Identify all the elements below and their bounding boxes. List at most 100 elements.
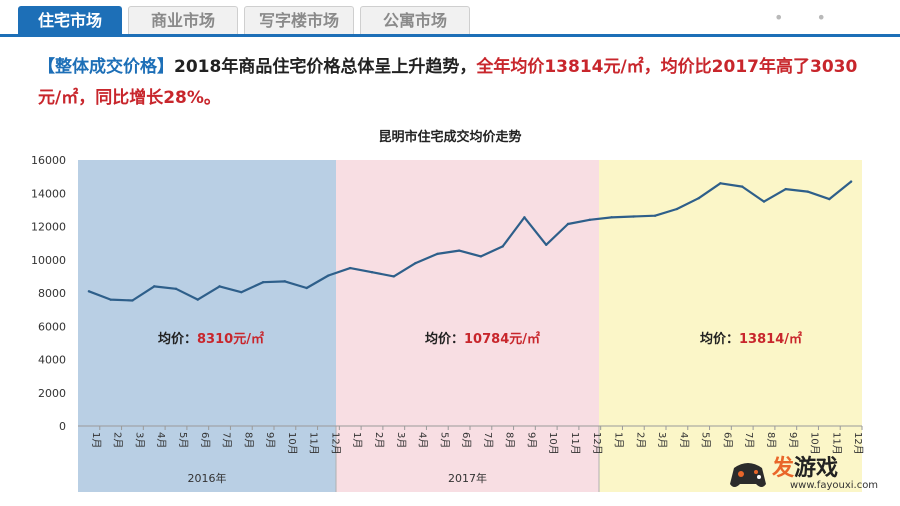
x-tick-label-30: 7月 bbox=[743, 432, 755, 448]
data-point-12 bbox=[349, 266, 352, 270]
data-point-19 bbox=[501, 245, 504, 248]
data-point-28 bbox=[697, 197, 700, 200]
x-tick-label-26: 3月 bbox=[656, 432, 668, 448]
tab-office[interactable]: 写字楼市场 bbox=[244, 6, 354, 34]
x-tick-label-7: 8月 bbox=[242, 432, 254, 448]
x-tick-label-18: 7月 bbox=[482, 432, 494, 448]
headline: 【整体成交价格】2018年商品住宅价格总体呈上升趋势，全年均价13814元/㎡，… bbox=[38, 52, 868, 114]
y-tick-label-8: 16000 bbox=[31, 154, 66, 167]
x-tick-label-0: 1月 bbox=[90, 432, 102, 448]
data-point-9 bbox=[283, 280, 287, 283]
x-tick-label-31: 8月 bbox=[765, 432, 777, 448]
x-tick-label-11: 12月 bbox=[329, 432, 341, 455]
watermark-url: www.fayouxi.com bbox=[790, 480, 879, 491]
x-tick-label-17: 6月 bbox=[460, 432, 472, 448]
tab-residential[interactable]: 住宅市场 bbox=[18, 6, 122, 34]
x-tick-label-2: 3月 bbox=[133, 432, 145, 448]
data-point-10 bbox=[305, 286, 308, 290]
chart-title: 昆明市住宅成交均价走势 bbox=[378, 130, 522, 145]
x-tick-label-21: 10月 bbox=[547, 432, 559, 455]
x-tick-label-32: 9月 bbox=[787, 432, 799, 448]
data-point-4 bbox=[174, 287, 178, 291]
average-annotation-1: 均价：10784元/㎡ bbox=[425, 331, 540, 347]
data-point-35 bbox=[849, 180, 853, 183]
x-tick-label-20: 9月 bbox=[525, 432, 537, 448]
data-point-3 bbox=[153, 285, 156, 288]
watermark-logo: 发游戏 bbox=[772, 450, 838, 482]
data-point-5 bbox=[196, 298, 199, 301]
year-label-0: 2016年 bbox=[188, 471, 227, 485]
x-tick-label-29: 6月 bbox=[721, 432, 733, 448]
data-point-11 bbox=[327, 274, 330, 277]
x-tick-label-24: 1月 bbox=[613, 432, 625, 448]
data-point-27 bbox=[675, 207, 679, 211]
y-tick-label-1: 2000 bbox=[38, 387, 66, 400]
data-point-6 bbox=[218, 285, 221, 288]
data-point-24 bbox=[610, 216, 613, 219]
x-tick-label-27: 4月 bbox=[678, 432, 690, 448]
average-annotation-0: 均价：8310元/㎡ bbox=[158, 331, 264, 347]
x-tick-label-12: 1月 bbox=[351, 432, 363, 448]
x-tick-label-35: 12月 bbox=[852, 432, 864, 455]
data-point-0 bbox=[87, 290, 91, 293]
data-point-31 bbox=[762, 200, 766, 203]
data-point-8 bbox=[261, 280, 265, 284]
y-tick-label-4: 8000 bbox=[38, 287, 66, 300]
data-point-15 bbox=[414, 261, 417, 265]
data-point-25 bbox=[632, 215, 635, 218]
headline-tag: 【整体成交价格】 bbox=[38, 57, 174, 77]
year-band-0 bbox=[78, 160, 336, 492]
x-tick-label-8: 9月 bbox=[264, 432, 276, 448]
y-tick-label-6: 12000 bbox=[31, 221, 66, 234]
x-tick-label-6: 7月 bbox=[221, 432, 233, 448]
x-tick-label-3: 4月 bbox=[155, 432, 167, 448]
watermark: 发游戏 www.fayouxi.com bbox=[728, 450, 879, 496]
data-point-17 bbox=[457, 249, 461, 252]
x-tick-label-19: 8月 bbox=[504, 432, 516, 448]
year-label-1: 2017年 bbox=[448, 471, 487, 485]
year-band-1 bbox=[336, 160, 599, 492]
x-tick-label-25: 2月 bbox=[634, 432, 646, 448]
data-point-29 bbox=[719, 182, 722, 185]
headline-comparison: ，均价比2017年高了3030元/㎡，同比增长28%。 bbox=[38, 57, 858, 108]
y-tick-label-7: 14000 bbox=[31, 187, 66, 200]
y-tick-label-0: 0 bbox=[59, 420, 66, 433]
x-tick-label-14: 3月 bbox=[395, 432, 407, 448]
data-point-7 bbox=[240, 290, 243, 294]
x-tick-label-4: 5月 bbox=[177, 432, 189, 448]
game-controller-icon bbox=[730, 463, 766, 487]
data-point-26 bbox=[653, 214, 657, 217]
data-point-23 bbox=[588, 218, 591, 222]
x-tick-label-33: 10月 bbox=[809, 432, 821, 455]
average-annotation-2: 均价：13814/㎡ bbox=[700, 331, 802, 347]
tab-commercial[interactable]: 商业市场 bbox=[128, 6, 238, 34]
tab-apartment[interactable]: 公寓市场 bbox=[360, 6, 470, 34]
data-point-22 bbox=[566, 222, 570, 226]
data-point-30 bbox=[741, 185, 744, 188]
data-point-20 bbox=[523, 216, 526, 219]
data-point-32 bbox=[784, 187, 787, 191]
y-tick-label-3: 6000 bbox=[38, 320, 66, 333]
tab-underline bbox=[0, 34, 900, 37]
x-tick-label-5: 6月 bbox=[199, 432, 211, 448]
watermark-brand-b: 游戏 bbox=[794, 456, 839, 481]
x-tick-label-10: 11月 bbox=[308, 432, 320, 455]
x-tick-label-28: 5月 bbox=[700, 432, 712, 448]
data-point-21 bbox=[545, 243, 548, 246]
tab-bar: 住宅市场 商业市场 写字楼市场 公寓市场 • • bbox=[0, 0, 900, 40]
x-tick-label-1: 2月 bbox=[112, 432, 124, 448]
data-point-34 bbox=[828, 197, 831, 201]
watermark-brand-a: 发 bbox=[772, 456, 795, 481]
data-point-14 bbox=[392, 275, 395, 278]
headline-lead: 2018年商品住宅价格总体呈上升趋势， bbox=[174, 57, 477, 77]
window-dots-icon: • • bbox=[774, 8, 840, 27]
data-point-2 bbox=[131, 299, 134, 302]
data-point-18 bbox=[479, 255, 483, 258]
x-tick-label-34: 11月 bbox=[830, 432, 842, 455]
headline-highlight: 全年均价13814元/㎡ bbox=[476, 57, 644, 77]
y-tick-label-2: 4000 bbox=[38, 354, 66, 367]
data-point-33 bbox=[806, 190, 809, 193]
x-tick-label-13: 2月 bbox=[373, 432, 385, 448]
x-tick-label-16: 5月 bbox=[438, 432, 450, 448]
